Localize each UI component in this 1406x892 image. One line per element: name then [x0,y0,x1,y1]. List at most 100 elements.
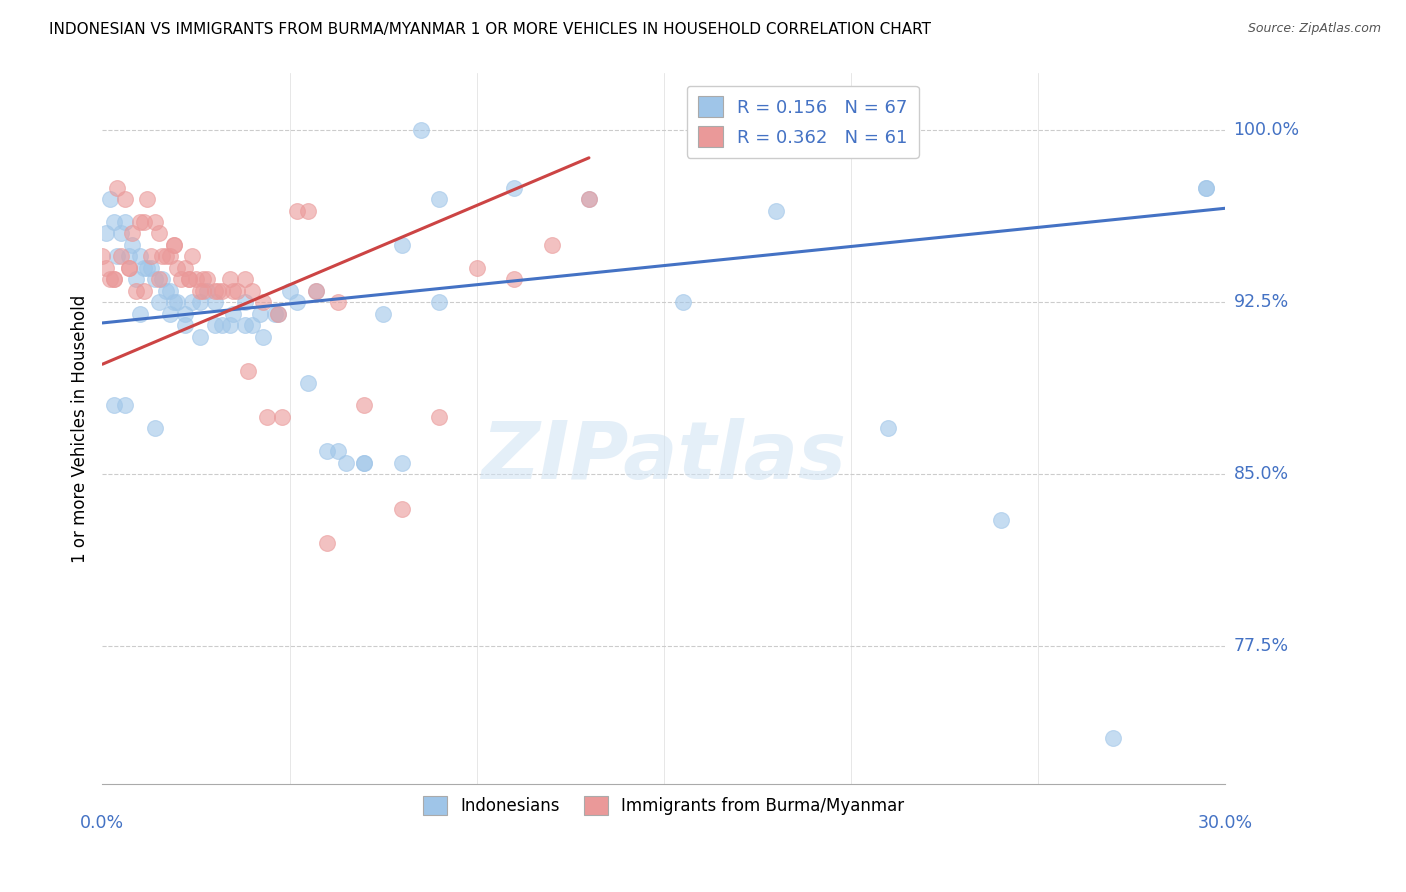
Point [91,249,114,263]
Point [218,272,240,286]
Point [173,307,195,321]
Point [148,295,170,310]
Point [193,272,215,286]
Point [240,284,263,298]
Text: INDONESIAN VS IMMIGRANTS FROM BURMA/MYANMAR 1 OR MORE VEHICLES IN HOUSEHOLD CORR: INDONESIAN VS IMMIGRANTS FROM BURMA/MYAN… [49,22,931,37]
Point [427,192,450,206]
Point [877,421,900,435]
Point [128,249,150,263]
Point [110,227,132,241]
Point [150,272,173,286]
Point [427,295,450,310]
Point [177,272,200,286]
Point [671,295,693,310]
Text: 77.5%: 77.5% [1233,637,1289,656]
Point [162,295,184,310]
Point [240,318,263,333]
Point [117,260,139,275]
Point [427,409,450,424]
Point [211,318,233,333]
Point [98,272,121,286]
Point [103,272,125,286]
Text: 92.5%: 92.5% [1233,293,1289,311]
Point [285,295,308,310]
Point [316,444,339,458]
Point [1195,180,1218,194]
Point [328,295,350,310]
Point [233,272,256,286]
Point [193,284,215,298]
Point [184,272,207,286]
Point [278,284,301,298]
Point [139,260,162,275]
Text: ZIPatlas: ZIPatlas [481,417,846,496]
Point [503,180,526,194]
Point [297,203,319,218]
Point [578,192,600,206]
Text: 100.0%: 100.0% [1233,121,1299,139]
Point [107,180,129,194]
Text: 85.0%: 85.0% [1233,466,1289,483]
Point [159,284,181,298]
Point [148,227,170,241]
Point [121,238,143,252]
Point [173,260,195,275]
Point [316,536,339,550]
Point [162,238,184,252]
Point [353,456,375,470]
Point [503,272,526,286]
Point [578,192,600,206]
Point [148,272,170,286]
Point [128,215,150,229]
Point [540,238,562,252]
Point [204,318,226,333]
Point [391,456,413,470]
Point [125,284,148,298]
Point [353,456,375,470]
Point [252,329,274,343]
Point [990,513,1012,527]
Point [117,260,139,275]
Y-axis label: 1 or more Vehicles in Household: 1 or more Vehicles in Household [72,294,89,563]
Text: 0.0%: 0.0% [80,814,125,832]
Point [226,284,249,298]
Text: Source: ZipAtlas.com: Source: ZipAtlas.com [1247,22,1381,36]
Point [391,238,413,252]
Point [132,284,155,298]
Point [170,272,193,286]
Point [188,329,211,343]
Point [195,284,218,298]
Point [371,307,394,321]
Point [188,284,211,298]
Point [1195,180,1218,194]
Point [103,399,125,413]
Point [181,295,204,310]
Point [107,249,129,263]
Point [256,409,278,424]
Point [1102,731,1125,745]
Point [249,307,271,321]
Point [139,249,162,263]
Point [143,272,166,286]
Point [162,238,184,252]
Point [765,203,787,218]
Point [166,295,188,310]
Point [195,272,218,286]
Point [114,192,136,206]
Point [103,272,125,286]
Point [143,421,166,435]
Point [136,260,159,275]
Point [121,227,143,241]
Point [297,376,319,390]
Point [166,260,188,275]
Point [391,501,413,516]
Point [204,284,226,298]
Point [177,272,200,286]
Point [114,215,136,229]
Text: 30.0%: 30.0% [1198,814,1253,832]
Point [285,203,308,218]
Legend: Indonesians, Immigrants from Burma/Myanmar: Indonesians, Immigrants from Burma/Myanm… [416,789,911,822]
Point [132,215,155,229]
Point [267,307,290,321]
Point [143,215,166,229]
